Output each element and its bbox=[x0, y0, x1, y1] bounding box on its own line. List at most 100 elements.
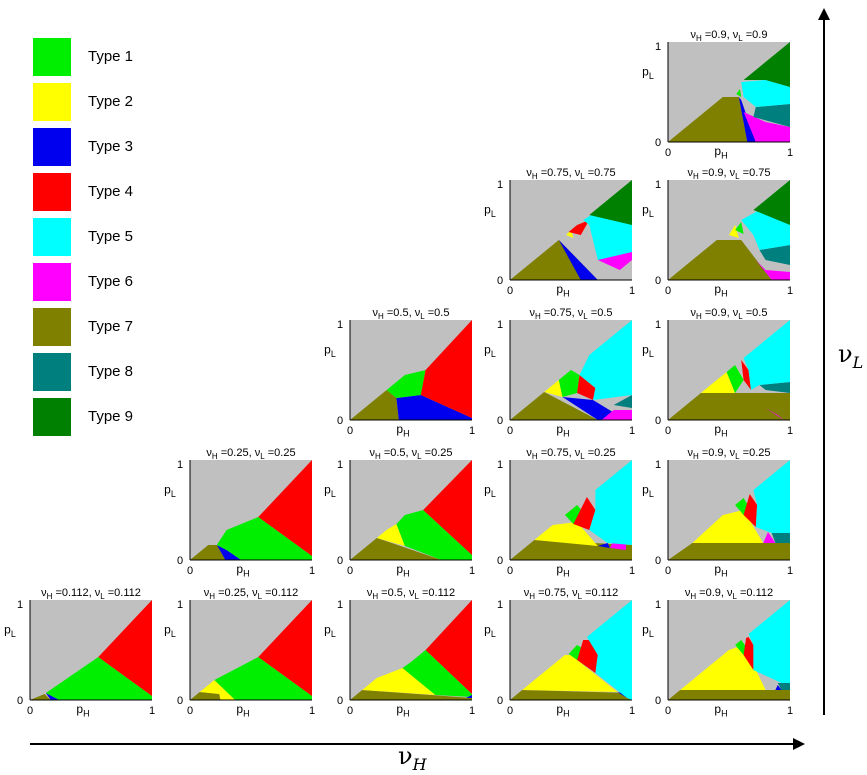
y-tick-label: 0 bbox=[337, 695, 343, 707]
legend-swatch bbox=[33, 398, 71, 436]
panel: νH =0.75, νL =0.5 0 1 0 1 pH pL bbox=[484, 307, 635, 439]
legend-label: Type 5 bbox=[88, 228, 134, 245]
x-tick-label: 0 bbox=[187, 565, 193, 577]
region-type-1 bbox=[214, 657, 312, 700]
y-tick-label: 1 bbox=[497, 459, 503, 471]
region-type-3 bbox=[597, 543, 610, 548]
region-type-4 bbox=[258, 600, 312, 696]
region-type-2 bbox=[362, 668, 436, 695]
panel: νH =0.25, νL =0.25 0 1 0 1 pH pL bbox=[164, 447, 315, 579]
region-type-5 bbox=[589, 460, 632, 545]
legend-item: Type 5 bbox=[30, 218, 190, 258]
region-type-4 bbox=[743, 494, 758, 527]
region-type-4 bbox=[573, 497, 596, 530]
region-type-2 bbox=[199, 680, 236, 700]
region-type-5 bbox=[748, 600, 790, 683]
region-type-3 bbox=[465, 695, 472, 698]
panel: νH =0.9, νL =0.25 0 1 0 1 pH pL bbox=[642, 447, 793, 579]
x-axis-label: pH bbox=[236, 702, 249, 719]
region-type-7 bbox=[510, 690, 632, 700]
x-axis-label: pH bbox=[556, 422, 569, 439]
y-tick-label: 0 bbox=[655, 415, 661, 427]
x-tick-label: 0 bbox=[665, 565, 671, 577]
region-type-4 bbox=[577, 375, 596, 400]
x-tick-label: 0 bbox=[507, 565, 513, 577]
y-tick-label: 0 bbox=[177, 555, 183, 567]
panel: νH =0.112, νL =0.112 0 1 0 1 pH pL bbox=[4, 587, 155, 719]
outer-x-axis-label: νH bbox=[398, 742, 427, 774]
region-type-7 bbox=[668, 240, 772, 280]
panel: νH =0.5, νL =0.25 0 1 0 1 pH pL bbox=[324, 447, 475, 579]
x-tick-label: 1 bbox=[149, 705, 155, 717]
region-type-7 bbox=[190, 692, 221, 700]
panel-title: νH =0.9, νL =0.9 bbox=[691, 29, 768, 43]
y-tick-label: 0 bbox=[337, 415, 343, 427]
y-tick-label: 0 bbox=[655, 275, 661, 287]
region-type-7 bbox=[350, 538, 442, 560]
x-tick-label: 1 bbox=[469, 565, 475, 577]
region-type-4 bbox=[577, 640, 598, 673]
x-axis-label: pH bbox=[76, 702, 89, 719]
x-axis-label: pH bbox=[396, 422, 409, 439]
x-tick-label: 1 bbox=[309, 705, 315, 717]
x-tick-label: 0 bbox=[187, 705, 193, 717]
y-tick-label: 0 bbox=[655, 137, 661, 149]
region-type-7 bbox=[510, 392, 598, 420]
infeasible-region bbox=[668, 460, 790, 560]
region-type-2 bbox=[700, 372, 736, 393]
y-tick-label: 0 bbox=[177, 695, 183, 707]
x-axis-label: pH bbox=[556, 702, 569, 719]
y-axis-label: pL bbox=[324, 482, 336, 499]
panel-title: νH =0.75, νL =0.75 bbox=[526, 167, 615, 181]
legend-label: Type 6 bbox=[88, 273, 134, 290]
x-tick-label: 1 bbox=[309, 565, 315, 577]
legend-label: Type 9 bbox=[88, 408, 134, 425]
region-type-8 bbox=[777, 683, 790, 690]
x-tick-label: 1 bbox=[629, 705, 635, 717]
x-tick-label: 0 bbox=[347, 705, 353, 717]
y-tick-label: 1 bbox=[337, 319, 343, 331]
region-type-4 bbox=[258, 460, 312, 556]
region-type-2 bbox=[680, 645, 766, 690]
x-axis-label: pH bbox=[714, 562, 727, 579]
panel: νH =0.9, νL =0.5 0 1 0 1 pH pL bbox=[642, 307, 793, 439]
region-type-1 bbox=[396, 510, 472, 560]
region-type-1 bbox=[386, 370, 426, 398]
y-tick-label: 0 bbox=[497, 695, 503, 707]
y-tick-label: 1 bbox=[655, 319, 661, 331]
legend-label: Type 4 bbox=[88, 183, 134, 200]
outer-y-axis-label: νL bbox=[838, 340, 864, 372]
region-type-8 bbox=[759, 382, 790, 393]
legend-label: Type 2 bbox=[88, 93, 134, 110]
region-type-8 bbox=[771, 533, 790, 543]
x-tick-label: 0 bbox=[665, 425, 671, 437]
legend-label: Type 3 bbox=[88, 138, 134, 155]
x-axis-label: pH bbox=[236, 562, 249, 579]
y-tick-label: 0 bbox=[497, 415, 503, 427]
y-axis-label: pL bbox=[484, 202, 496, 219]
region-type-2 bbox=[544, 380, 563, 397]
region-type-2 bbox=[692, 510, 764, 543]
y-tick-label: 1 bbox=[655, 459, 661, 471]
region-type-2 bbox=[729, 225, 739, 238]
region-type-5 bbox=[741, 210, 790, 250]
y-tick-label: 0 bbox=[655, 555, 661, 567]
region-type-7 bbox=[30, 694, 51, 700]
legend-item: Type 3 bbox=[30, 128, 190, 168]
panel-title: νH =0.9, νL =0.25 bbox=[687, 447, 770, 461]
y-axis-label: pL bbox=[642, 64, 654, 81]
panel: νH =0.5, νL =0.5 0 1 0 1 pH pL bbox=[324, 307, 475, 439]
panel-title: νH =0.112, νL =0.112 bbox=[41, 587, 141, 601]
panel: νH =0.9, νL =0.75 0 1 0 1 pH pL bbox=[642, 167, 793, 299]
panel-title: νH =0.75, νL =0.25 bbox=[526, 447, 615, 461]
region-type-5 bbox=[753, 460, 790, 533]
y-tick-label: 0 bbox=[655, 695, 661, 707]
region-type-7 bbox=[350, 390, 399, 420]
legend-swatch bbox=[33, 173, 71, 211]
region-type-5 bbox=[586, 600, 632, 700]
outer-x-arrowhead bbox=[793, 738, 805, 750]
region-type-2 bbox=[534, 522, 598, 546]
region-type-7 bbox=[668, 97, 748, 142]
region-type-6 bbox=[765, 408, 784, 420]
